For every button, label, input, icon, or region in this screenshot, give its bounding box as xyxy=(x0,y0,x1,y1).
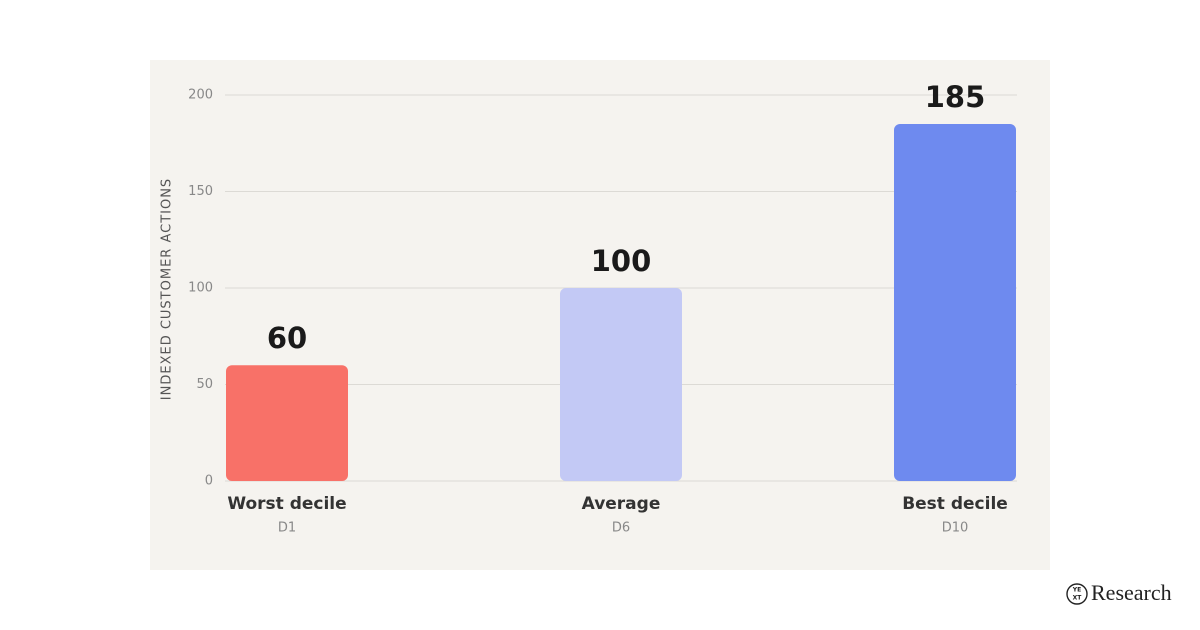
bar xyxy=(226,365,348,481)
y-tick-label: 100 xyxy=(188,281,213,296)
value-label: 60 xyxy=(267,321,307,355)
value-label: 100 xyxy=(591,244,652,278)
y-tick-label: 0 xyxy=(205,474,213,489)
x-tick-label: Worst decile xyxy=(227,494,346,514)
logo-circle xyxy=(1066,583,1088,605)
x-tick-sublabel: D6 xyxy=(612,521,630,536)
x-tick-sublabel: D10 xyxy=(942,521,969,536)
y-tick-label: 150 xyxy=(188,184,213,199)
logo-mark: XT xyxy=(1073,595,1083,602)
x-tick-label: Best decile xyxy=(902,494,1008,514)
y-tick-label: 200 xyxy=(188,88,213,103)
bar xyxy=(894,123,1016,481)
value-label: 185 xyxy=(925,80,986,114)
brand-name: Research xyxy=(1091,580,1172,605)
bar xyxy=(560,288,682,481)
x-tick-sublabel: D1 xyxy=(278,521,296,536)
y-axis-label: INDEXED CUSTOMER ACTIONS xyxy=(160,178,175,400)
x-tick-label: Average xyxy=(582,494,661,514)
y-tick-label: 50 xyxy=(196,377,213,392)
logo-mark: YE xyxy=(1072,587,1081,594)
